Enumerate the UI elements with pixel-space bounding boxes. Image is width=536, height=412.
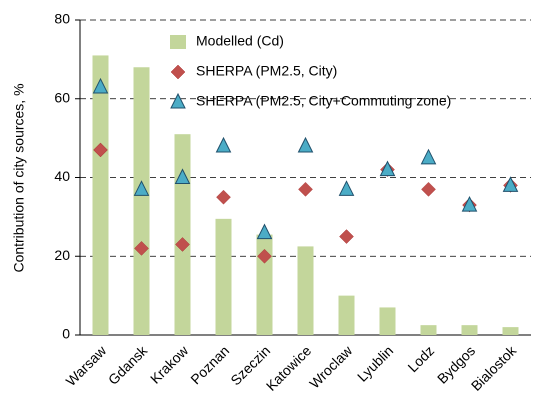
bar [297, 246, 314, 335]
diamond-marker [298, 181, 313, 197]
y-axis-title: Contribution of city sources, % [11, 83, 27, 272]
triangle-marker [338, 180, 355, 196]
x-tick-label: Wroclaw [306, 342, 356, 392]
x-tick-label: Krakow [147, 342, 192, 387]
bar [379, 307, 396, 335]
y-tick-label: 40 [54, 168, 70, 184]
diamond-marker [175, 237, 190, 252]
triangle-marker [420, 148, 437, 165]
triangle-marker [461, 195, 478, 212]
y-tick-label: 60 [54, 89, 70, 105]
bar [174, 134, 191, 335]
triangle-marker [92, 77, 109, 94]
triangle-marker [379, 160, 396, 177]
diamond-marker [134, 241, 149, 256]
x-tick-label: Bialostok [468, 342, 520, 394]
legend-marker [170, 64, 186, 80]
y-tick-label: 0 [62, 326, 70, 342]
legend-marker [170, 92, 186, 109]
legend-label: SHERPA (PM2.5, City) [196, 63, 337, 79]
legend-marker [170, 35, 186, 49]
bar [215, 218, 232, 335]
x-tick-label: Lodz [404, 342, 437, 375]
diamond-marker [216, 189, 231, 205]
diamond-marker [257, 248, 272, 264]
triangle-marker [215, 136, 232, 153]
y-tick-label: 80 [54, 11, 70, 27]
x-tick-label: Katowice [263, 342, 315, 394]
legend-label: Modelled (Cd) [196, 33, 284, 49]
legend-label: SHERPA (PM2.5, City+Commuting zone) [196, 93, 451, 109]
x-tick-label: Gdansk [105, 342, 151, 388]
diamond-marker [421, 181, 436, 197]
bar [92, 55, 109, 335]
y-tick-label: 20 [54, 247, 70, 263]
triangle-marker [502, 176, 519, 192]
diamond-marker [339, 229, 354, 244]
bar [502, 327, 519, 335]
x-tick-label: Lyublin [354, 342, 396, 384]
bar [461, 325, 478, 335]
triangle-marker [133, 180, 150, 196]
bar [133, 67, 150, 335]
bar [256, 234, 273, 335]
triangle-marker [256, 223, 273, 240]
triangle-marker [297, 136, 314, 153]
bar [338, 295, 355, 335]
diamond-marker [93, 142, 108, 158]
triangle-marker [174, 168, 191, 184]
x-tick-label: Poznan [187, 342, 232, 387]
bar [420, 325, 437, 335]
x-tick-label: Warsaw [63, 342, 110, 389]
